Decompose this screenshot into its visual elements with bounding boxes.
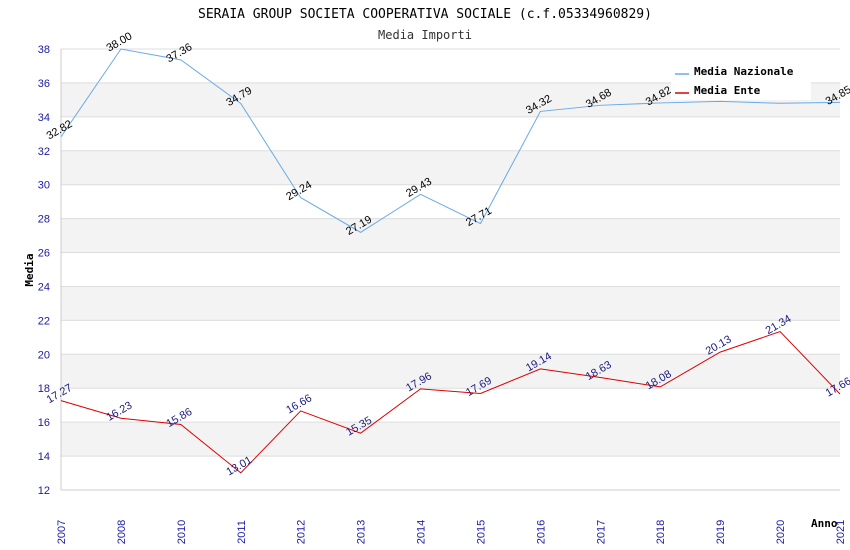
x-tick-label: 2021 xyxy=(835,520,847,544)
x-axis-label: Anno xyxy=(811,517,838,530)
x-tick-label: 2013 xyxy=(356,520,368,544)
x-tick-label: 2007 xyxy=(56,520,68,544)
legend-label-ente: Media Ente xyxy=(694,84,761,97)
x-tick-label: 2010 xyxy=(176,520,188,544)
y-tick-label: 20 xyxy=(38,349,50,361)
x-tick-labels: 2007 2008 2010 2011 2012 2013 2014 2015 2016 2017… xyxy=(56,520,847,544)
data-label: 16.23 xyxy=(105,400,135,424)
y-tick-label: 26 xyxy=(38,248,50,260)
grid-band xyxy=(61,354,840,389)
y-tick-label: 38 xyxy=(38,44,50,56)
y-tick-label: 24 xyxy=(38,281,50,293)
y-tick-label: 36 xyxy=(38,78,50,90)
series-line-1 xyxy=(60,331,841,474)
grid-band xyxy=(61,218,840,253)
grid-band xyxy=(61,286,840,321)
x-tick-label: 2017 xyxy=(595,520,607,544)
chart-subtitle: Media Importi xyxy=(378,28,472,42)
x-tick-label: 2016 xyxy=(535,520,547,544)
legend-label-nazionale: Media Nazionale xyxy=(694,65,794,78)
x-tick-label: 2012 xyxy=(296,520,308,544)
x-tick-label: 2008 xyxy=(116,520,128,544)
grid-bands xyxy=(61,82,840,457)
x-tick-label: 2015 xyxy=(475,520,487,544)
y-tick-label: 28 xyxy=(38,214,50,226)
x-tick-label: 2020 xyxy=(775,520,787,544)
y-tick-label: 16 xyxy=(38,417,50,429)
y-tick-label: 12 xyxy=(38,485,50,497)
chart-title: SERAIA GROUP SOCIETA COOPERATIVA SOCIALE… xyxy=(198,7,652,22)
y-tick-label: 22 xyxy=(38,315,50,327)
x-tick-label: 2014 xyxy=(416,520,428,544)
legend-box xyxy=(671,60,811,100)
series-lines xyxy=(60,48,841,474)
y-tick-label: 30 xyxy=(38,180,50,192)
x-tick-label: 2019 xyxy=(715,520,727,544)
data-label: 13.01 xyxy=(224,454,254,478)
grid-band xyxy=(61,422,840,457)
x-tick-label: 2011 xyxy=(236,520,248,544)
y-tick-label: 18 xyxy=(38,383,50,395)
y-tick-label: 14 xyxy=(38,451,50,463)
x-tick-label: 2018 xyxy=(655,520,667,544)
gridlines xyxy=(61,48,840,491)
grid-band xyxy=(61,150,840,185)
y-tick-label: 34 xyxy=(38,112,50,124)
legend: Media Nazionale Media Ente xyxy=(675,65,794,97)
series-line-0 xyxy=(60,48,841,233)
data-label: 37.36 xyxy=(164,41,194,65)
y-tick-label: 32 xyxy=(38,146,50,158)
y-axis-label: Media xyxy=(23,253,36,286)
y-tick-labels: 12 14 16 18 20 22 24 26 28 30 32 34 36 38 xyxy=(38,44,50,497)
